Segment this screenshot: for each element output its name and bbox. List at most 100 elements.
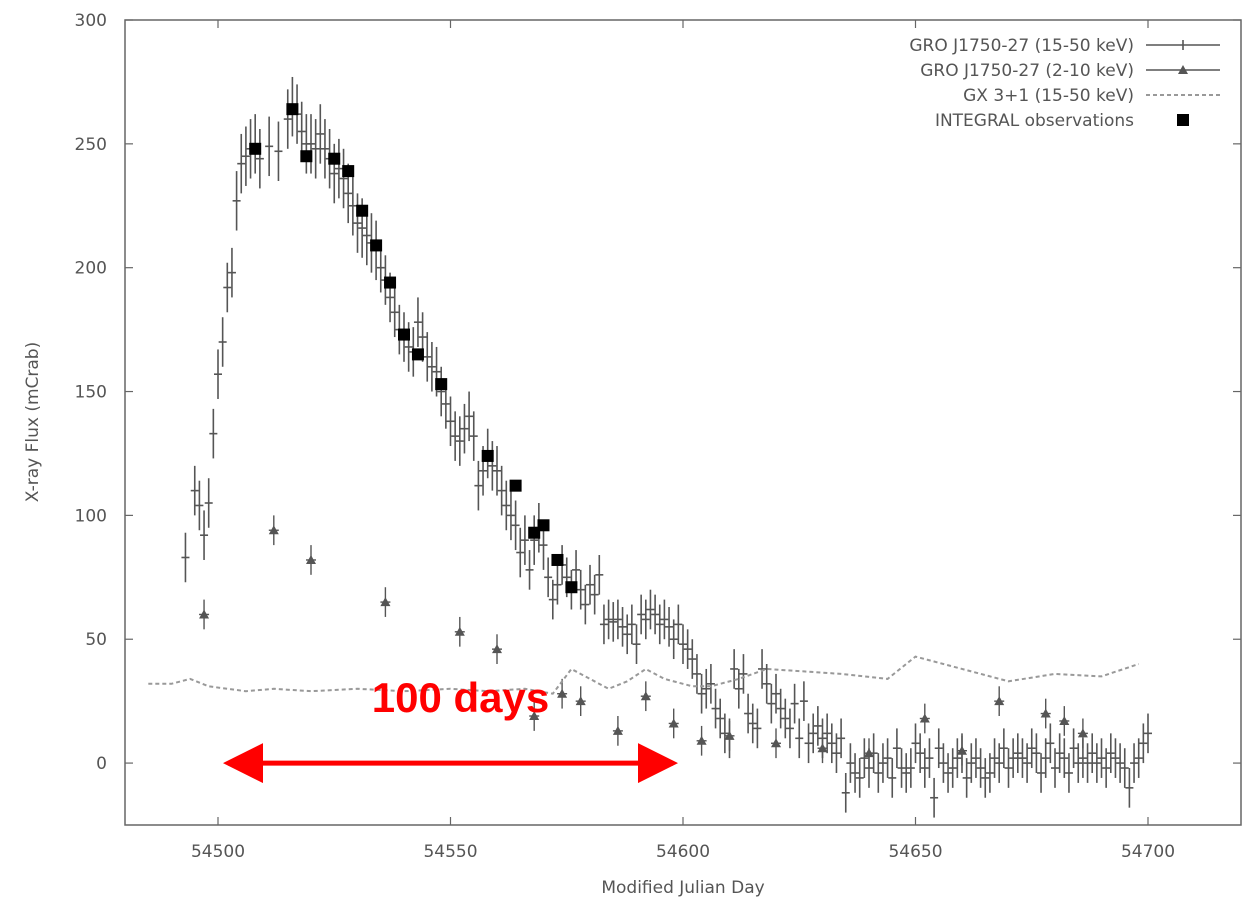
data-point [637, 594, 646, 635]
data-point [920, 748, 929, 788]
legend-item: GRO J1750-27 (15-50 keV) [909, 36, 1220, 56]
data-point [748, 703, 757, 744]
data-point [641, 599, 650, 640]
data-point [823, 713, 832, 754]
data-point [1069, 728, 1078, 769]
data-point [413, 297, 422, 347]
data-point [864, 738, 874, 769]
series-2 [148, 655, 1140, 695]
data-point [860, 738, 869, 778]
hundred-days-label: 100 days [372, 674, 549, 721]
data-point [683, 629, 692, 669]
data-point [651, 594, 660, 635]
data-point [655, 604, 664, 645]
data-point [1041, 738, 1050, 778]
data-point [934, 728, 943, 769]
y-tick-label: 250 [75, 135, 107, 155]
data-point [892, 728, 901, 769]
data-point [906, 748, 915, 788]
data-point [181, 532, 190, 583]
data-point [799, 681, 808, 721]
data-point [493, 446, 501, 496]
data-point [925, 738, 934, 778]
x-tick-label: 54550 [423, 842, 477, 862]
plot-frame [124, 19, 1242, 826]
y-tick-label: 0 [96, 754, 107, 774]
data-point [255, 128, 264, 189]
data-point [668, 708, 679, 739]
data-point [995, 743, 1004, 783]
data-point [423, 332, 432, 382]
data-point [502, 480, 511, 531]
data-point [851, 753, 860, 793]
data-point [1074, 743, 1083, 783]
data-point [370, 239, 383, 252]
data-point [623, 614, 632, 655]
series-3 [249, 103, 578, 594]
data-point [548, 579, 557, 620]
data-point [697, 673, 706, 714]
data-point [957, 735, 967, 766]
data-point [316, 104, 325, 164]
data-point [702, 668, 711, 709]
data-point [627, 604, 636, 645]
data-point [481, 449, 494, 462]
data-point [776, 688, 785, 729]
data-point [679, 624, 687, 664]
data-point [492, 634, 502, 664]
data-point [595, 555, 604, 595]
data-point [520, 515, 529, 565]
data-point [874, 753, 883, 793]
data-point [827, 723, 836, 764]
legend-label: GX 3+1 (15-50 keV) [963, 86, 1134, 106]
data-point [268, 515, 279, 546]
data-point [720, 713, 729, 754]
data-point [334, 138, 343, 199]
data-point [734, 668, 743, 709]
data-point [516, 527, 525, 578]
data-point [525, 550, 534, 590]
data-point [530, 515, 539, 565]
data-point [195, 480, 204, 531]
data-point [437, 366, 446, 417]
data-point [771, 728, 781, 759]
data-point [753, 708, 762, 749]
data-point [306, 545, 316, 575]
data-point [1083, 743, 1092, 783]
data-point [227, 247, 236, 298]
data-point [804, 723, 813, 764]
data-point [609, 602, 618, 642]
data-point [911, 723, 920, 764]
data-point [897, 748, 906, 788]
data-point [930, 777, 939, 818]
data-point [237, 133, 246, 194]
data-point [446, 396, 455, 447]
data-point [348, 176, 357, 236]
data-point [1040, 698, 1051, 729]
y-tick-label: 300 [75, 11, 107, 31]
legend-swatch-marker [1178, 65, 1188, 74]
data-point [953, 738, 962, 778]
data-point [981, 758, 990, 798]
data-point [390, 287, 399, 338]
data-point [674, 604, 683, 645]
data-point [1064, 753, 1073, 793]
data-point [1037, 753, 1046, 793]
data-point [944, 753, 953, 793]
data-point [724, 720, 735, 751]
data-point [411, 348, 424, 361]
data-point [1051, 748, 1059, 788]
data-point [575, 686, 586, 717]
data-point [576, 569, 585, 610]
data-point [688, 639, 697, 679]
data-point [232, 171, 241, 231]
data-point [758, 649, 767, 689]
data-point [1125, 768, 1134, 808]
data-point [837, 718, 846, 759]
data-point [878, 743, 887, 783]
data-point [1009, 738, 1018, 778]
data-point [380, 587, 391, 617]
data-point [632, 624, 641, 664]
